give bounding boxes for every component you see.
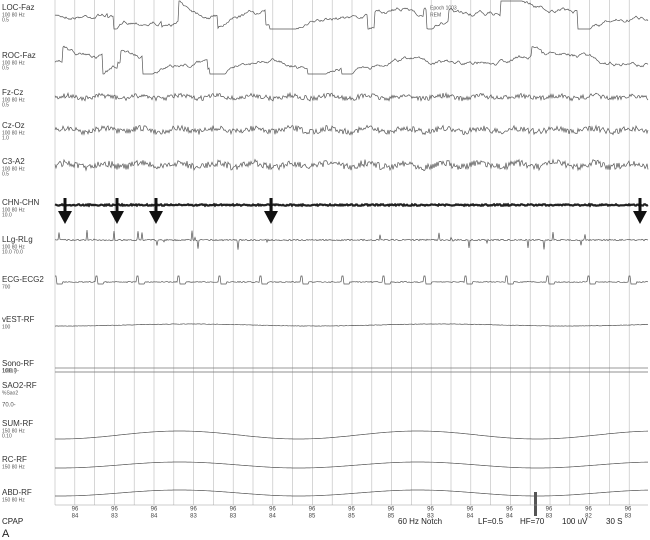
saturation-tick: 100.0-: [2, 369, 19, 375]
heart-rate: 82: [585, 514, 592, 520]
channel-setting: 100 80 Hz: [2, 207, 25, 213]
channel-setting: 0.5: [2, 65, 9, 71]
heart-rate: 83: [546, 514, 553, 520]
saturation: 96: [388, 507, 395, 513]
saturation: 96: [72, 507, 79, 513]
channel-label: Sono-RF: [2, 359, 34, 368]
stage: REM: [430, 12, 441, 18]
trace: [55, 275, 649, 285]
trace: [54, 158, 649, 172]
channel-label: SUM-RF: [2, 419, 33, 428]
trace: [54, 91, 649, 102]
heart-rate: 85: [309, 514, 316, 520]
saturation: 96: [309, 507, 316, 513]
channel-label: SAO2-RF: [2, 381, 37, 390]
heart-rate: 85: [348, 514, 355, 520]
saturation: 96: [269, 507, 276, 513]
arrow-head: [149, 211, 163, 224]
channel-setting: 150 80 Hz: [2, 428, 25, 434]
saturation: 96: [427, 507, 434, 513]
heart-rate: 83: [190, 514, 197, 520]
channel-label: Cz-Oz: [2, 121, 25, 130]
channel-setting: 1000 ]: [2, 368, 17, 374]
trace: [55, 430, 648, 440]
epoch: Epoch 1003: [430, 5, 457, 11]
arrow-head: [264, 211, 278, 224]
channel-label: ECG-ECG2: [2, 275, 44, 284]
channel-setting: 100 80 Hz: [2, 97, 25, 103]
saturation-tick: 70.0-: [2, 403, 16, 409]
channel-setting: 100: [2, 324, 11, 330]
mode: CPAP: [2, 517, 23, 526]
saturation: 96: [625, 507, 632, 513]
saturation: 96: [348, 507, 355, 513]
heart-rate: 83: [427, 514, 434, 520]
channel-setting: 0.5: [2, 17, 9, 23]
channel-setting: %Sao2: [2, 390, 18, 396]
timebase: 30 S: [606, 517, 622, 526]
channel-setting: 10.0: [2, 212, 12, 218]
heart-rate: 84: [506, 514, 513, 520]
trace: [54, 0, 649, 30]
saturation: 96: [506, 507, 513, 513]
trace: [54, 229, 649, 250]
lf: LF=0.5: [478, 517, 504, 526]
channel-setting: 100 80 Hz: [2, 244, 25, 250]
panel-label: A: [2, 528, 10, 540]
saturation: 96: [467, 507, 474, 513]
saturation: 96: [230, 507, 237, 513]
arrow-head: [633, 211, 647, 224]
gain: 100 uV: [562, 517, 588, 526]
channel-setting: 100 80 Hz: [2, 60, 25, 66]
heart-rate: 84: [151, 514, 158, 520]
hf: HF=70: [520, 517, 545, 526]
trace: [55, 461, 648, 469]
trace: [54, 323, 649, 327]
trace: [55, 489, 648, 497]
heart-rate: 83: [111, 514, 118, 520]
event-marker: [534, 492, 537, 516]
channel-setting: 0.10: [2, 433, 12, 439]
channel-label: LOC-Faz: [2, 3, 34, 12]
heart-rate: 84: [467, 514, 474, 520]
channel-label: vEST-RF: [2, 315, 35, 324]
channel-setting: 1.0: [2, 135, 9, 141]
saturation: 96: [151, 507, 158, 513]
channel-setting: 10.0 70.0: [2, 249, 23, 255]
channel-setting: 150 80 Hz: [2, 464, 25, 470]
channel-label: ROC-Faz: [2, 51, 36, 60]
channel-setting: 150 80 Hz: [2, 497, 25, 503]
channel-setting: 700: [2, 284, 11, 290]
arrow-head: [58, 211, 72, 224]
trace: [54, 202, 649, 208]
heart-rate: 83: [230, 514, 237, 520]
saturation: 96: [190, 507, 197, 513]
heart-rate: 84: [269, 514, 276, 520]
channel-label: LLg-RLg: [2, 235, 33, 244]
channel-label: ABD-RF: [2, 488, 32, 497]
trace: [54, 45, 649, 75]
trace: [54, 124, 649, 136]
channel-setting: 100 80 Hz: [2, 166, 25, 172]
arrow-head: [110, 211, 124, 224]
heart-rate: 83: [625, 514, 632, 520]
channel-label: Fz-Cz: [2, 88, 23, 97]
channel-label: CHN-CHN: [2, 198, 40, 207]
channel-setting: 0.5: [2, 171, 9, 177]
channel-setting: 100 80 Hz: [2, 130, 25, 136]
channel-setting: 0.5: [2, 102, 9, 108]
saturation: 96: [585, 507, 592, 513]
channel-label: C3-A2: [2, 157, 25, 166]
saturation: 96: [111, 507, 118, 513]
channel-label: RC-RF: [2, 455, 27, 464]
heart-rate: 84: [72, 514, 79, 520]
channel-setting: 100 80 Hz: [2, 12, 25, 18]
heart-rate: 85: [388, 514, 395, 520]
saturation: 96: [546, 507, 553, 513]
notch: 60 Hz Notch: [398, 517, 442, 526]
